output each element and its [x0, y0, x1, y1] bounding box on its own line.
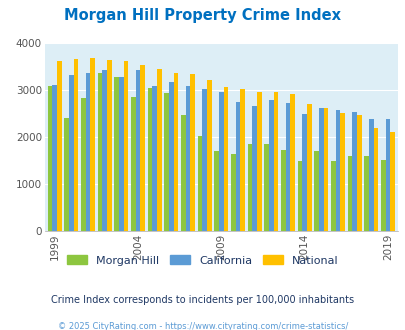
Bar [368, 118, 373, 231]
Bar [119, 77, 124, 231]
Bar [223, 87, 228, 231]
Bar [69, 75, 73, 231]
Bar [124, 61, 128, 231]
Bar [47, 86, 52, 231]
Bar [107, 60, 111, 231]
Bar [185, 86, 190, 231]
Bar [301, 115, 306, 231]
Bar [207, 80, 211, 231]
Bar [252, 106, 256, 231]
Bar [57, 61, 62, 231]
Bar [197, 136, 202, 231]
Bar [347, 156, 352, 231]
Bar [202, 89, 207, 231]
Bar [164, 93, 168, 231]
Bar [256, 92, 261, 231]
Bar [90, 58, 95, 231]
Bar [318, 108, 323, 231]
Bar [285, 103, 290, 231]
Bar [235, 102, 240, 231]
Bar [335, 110, 339, 231]
Text: Crime Index corresponds to incidents per 100,000 inhabitants: Crime Index corresponds to incidents per… [51, 295, 354, 305]
Bar [214, 151, 218, 231]
Bar [363, 156, 368, 231]
Bar [264, 144, 268, 231]
Bar [114, 77, 119, 231]
Bar [73, 59, 78, 231]
Legend: Morgan Hill, California, National: Morgan Hill, California, National [62, 251, 343, 270]
Bar [218, 92, 223, 231]
Bar [52, 85, 57, 231]
Bar [297, 161, 301, 231]
Bar [330, 161, 335, 231]
Bar [181, 115, 185, 231]
Bar [306, 104, 311, 231]
Text: Morgan Hill Property Crime Index: Morgan Hill Property Crime Index [64, 8, 341, 23]
Bar [102, 70, 107, 231]
Text: © 2025 CityRating.com - https://www.cityrating.com/crime-statistics/: © 2025 CityRating.com - https://www.city… [58, 322, 347, 330]
Bar [339, 113, 344, 231]
Bar [313, 150, 318, 231]
Bar [230, 154, 235, 231]
Bar [356, 115, 361, 231]
Bar [173, 74, 178, 231]
Bar [190, 74, 194, 231]
Bar [247, 144, 252, 231]
Bar [385, 119, 389, 231]
Bar [268, 100, 273, 231]
Bar [373, 128, 377, 231]
Bar [152, 86, 157, 231]
Bar [240, 89, 244, 231]
Bar [389, 132, 394, 231]
Bar [135, 70, 140, 231]
Bar [131, 97, 135, 231]
Bar [273, 92, 277, 231]
Bar [64, 118, 69, 231]
Bar [280, 150, 285, 231]
Bar [290, 94, 294, 231]
Bar [97, 74, 102, 231]
Bar [85, 73, 90, 231]
Bar [157, 69, 161, 231]
Bar [168, 82, 173, 231]
Bar [140, 65, 145, 231]
Bar [81, 98, 85, 231]
Bar [352, 112, 356, 231]
Bar [147, 87, 152, 231]
Bar [380, 159, 385, 231]
Bar [323, 108, 327, 231]
